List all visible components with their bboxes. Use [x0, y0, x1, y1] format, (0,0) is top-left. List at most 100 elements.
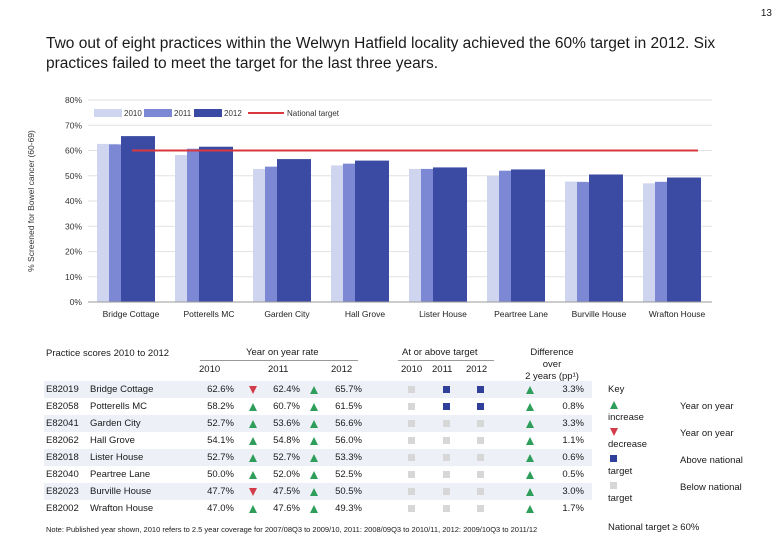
bar-chart: 0% 10% 20% 30% 40% 50% 60% 70% 80% % Screened for…	[26, 95, 712, 319]
practice-code: E82023	[46, 486, 79, 497]
diff-header-line2: over	[542, 359, 562, 370]
target-status-2011	[443, 488, 450, 495]
value-2011: 47.5%	[273, 486, 300, 497]
key-below-desc: Below national	[680, 482, 742, 493]
practice-code: E82041	[46, 418, 79, 429]
y-tick-label: 0%	[70, 297, 83, 307]
value-2010: 50.0%	[207, 469, 234, 480]
row-background	[44, 415, 592, 432]
practice-code: E82062	[46, 435, 79, 446]
key-increase-label: increase	[608, 412, 644, 423]
x-tick-label: Hall Grove	[345, 309, 385, 319]
diff-header-line1: Difference	[530, 347, 574, 358]
x-tick-label: Lister House	[419, 309, 467, 319]
key-decrease-icon	[610, 428, 618, 436]
bar-2012	[511, 169, 545, 302]
bar-2012	[355, 160, 389, 302]
key-below-icon	[610, 482, 617, 489]
target-status-2010	[408, 471, 415, 478]
row-background	[44, 449, 592, 466]
target-status-2012	[477, 386, 484, 393]
legend-label-target: National target	[287, 109, 340, 118]
target-year-2012-header: 2012	[466, 364, 488, 375]
target-status-2012	[477, 437, 484, 444]
bar-2012	[121, 136, 155, 302]
target-status-2010	[408, 505, 415, 512]
value-2012: 50.5%	[335, 486, 362, 497]
row-background	[44, 381, 592, 398]
trend-2011-up-icon	[249, 437, 257, 445]
trend-2011-up-icon	[249, 403, 257, 411]
practice-code: E82040	[46, 469, 79, 480]
practice-name: Garden City	[90, 418, 141, 429]
value-2011: 54.8%	[273, 435, 300, 446]
value-2011: 53.6%	[273, 418, 300, 429]
x-tick-label: Wrafton House	[649, 309, 706, 319]
legend-swatch-2010	[94, 109, 122, 117]
key-increase-icon	[610, 401, 618, 409]
value-2012: 61.5%	[335, 401, 362, 412]
practice-code: E82019	[46, 384, 79, 395]
practice-name: Burville House	[90, 486, 152, 497]
practice-name: Wrafton House	[90, 503, 154, 514]
legend-label-2012: 2012	[224, 109, 242, 118]
y-tick-label: 20%	[65, 247, 82, 257]
legend-label-2010: 2010	[124, 109, 142, 118]
value-2011: 62.4%	[273, 384, 300, 395]
trend-2012-up-icon	[310, 403, 318, 411]
value-2010: 62.6%	[207, 384, 234, 395]
diff-trend-up-icon	[526, 437, 534, 445]
target-status-2011	[443, 420, 450, 427]
practice-name: Lister House	[90, 452, 144, 463]
trend-2011-down-icon	[249, 488, 257, 496]
target-status-2012	[477, 454, 484, 461]
diff-header-line3: 2 years (pp¹)	[525, 371, 579, 382]
y-tick-label: 30%	[65, 221, 82, 231]
value-2010: 58.2%	[207, 401, 234, 412]
trend-2011-up-icon	[249, 454, 257, 462]
headline: Two out of eight practices within the We…	[46, 35, 716, 72]
key-decrease-label: decrease	[608, 439, 648, 450]
yoy-header: Year on year rate	[246, 347, 319, 358]
diff-trend-up-icon	[526, 505, 534, 513]
target-status-2012	[477, 403, 484, 410]
bar-2012	[199, 146, 233, 302]
bar-2012	[433, 167, 467, 302]
key-increase-desc: Year on year	[680, 401, 734, 412]
diff-value: 0.8%	[562, 401, 584, 412]
trend-2011-down-icon	[249, 386, 257, 394]
row-background	[44, 483, 592, 500]
target-status-2011	[443, 505, 450, 512]
target-status-2011	[443, 386, 450, 393]
target-header: At or above target	[402, 347, 478, 358]
page-number: 13	[760, 8, 772, 19]
target-year-2011-header: 2011	[432, 364, 453, 375]
diff-value: 3.0%	[562, 486, 584, 497]
x-tick-label: Peartree Lane	[494, 309, 548, 319]
legend-label-2011: 2011	[174, 109, 192, 118]
value-2010: 47.7%	[207, 486, 234, 497]
value-2012: 52.5%	[335, 469, 362, 480]
value-2012: 53.3%	[335, 452, 362, 463]
target-status-2011	[443, 454, 450, 461]
trend-2012-up-icon	[310, 386, 318, 394]
key-decrease-desc: Year on year	[680, 428, 734, 439]
y-tick-label: 40%	[65, 196, 82, 206]
target-status-2010	[408, 420, 415, 427]
trend-2012-up-icon	[310, 437, 318, 445]
x-tick-label: Burville House	[572, 309, 627, 319]
target-year-2010-header: 2010	[401, 364, 423, 375]
value-2010: 54.1%	[207, 435, 234, 446]
diff-value: 1.1%	[562, 435, 584, 446]
target-status-2012	[477, 471, 484, 478]
legend-swatch-2012	[194, 109, 222, 117]
practice-code: E82002	[46, 503, 79, 514]
x-tick-label: Bridge Cottage	[103, 309, 160, 319]
trend-2011-up-icon	[249, 471, 257, 479]
bar-2012	[589, 174, 623, 302]
practice-name: Hall Grove	[90, 435, 135, 446]
value-2012: 56.6%	[335, 418, 362, 429]
diff-value: 0.5%	[562, 469, 584, 480]
value-2012: 56.0%	[335, 435, 362, 446]
diff-trend-up-icon	[526, 420, 534, 428]
